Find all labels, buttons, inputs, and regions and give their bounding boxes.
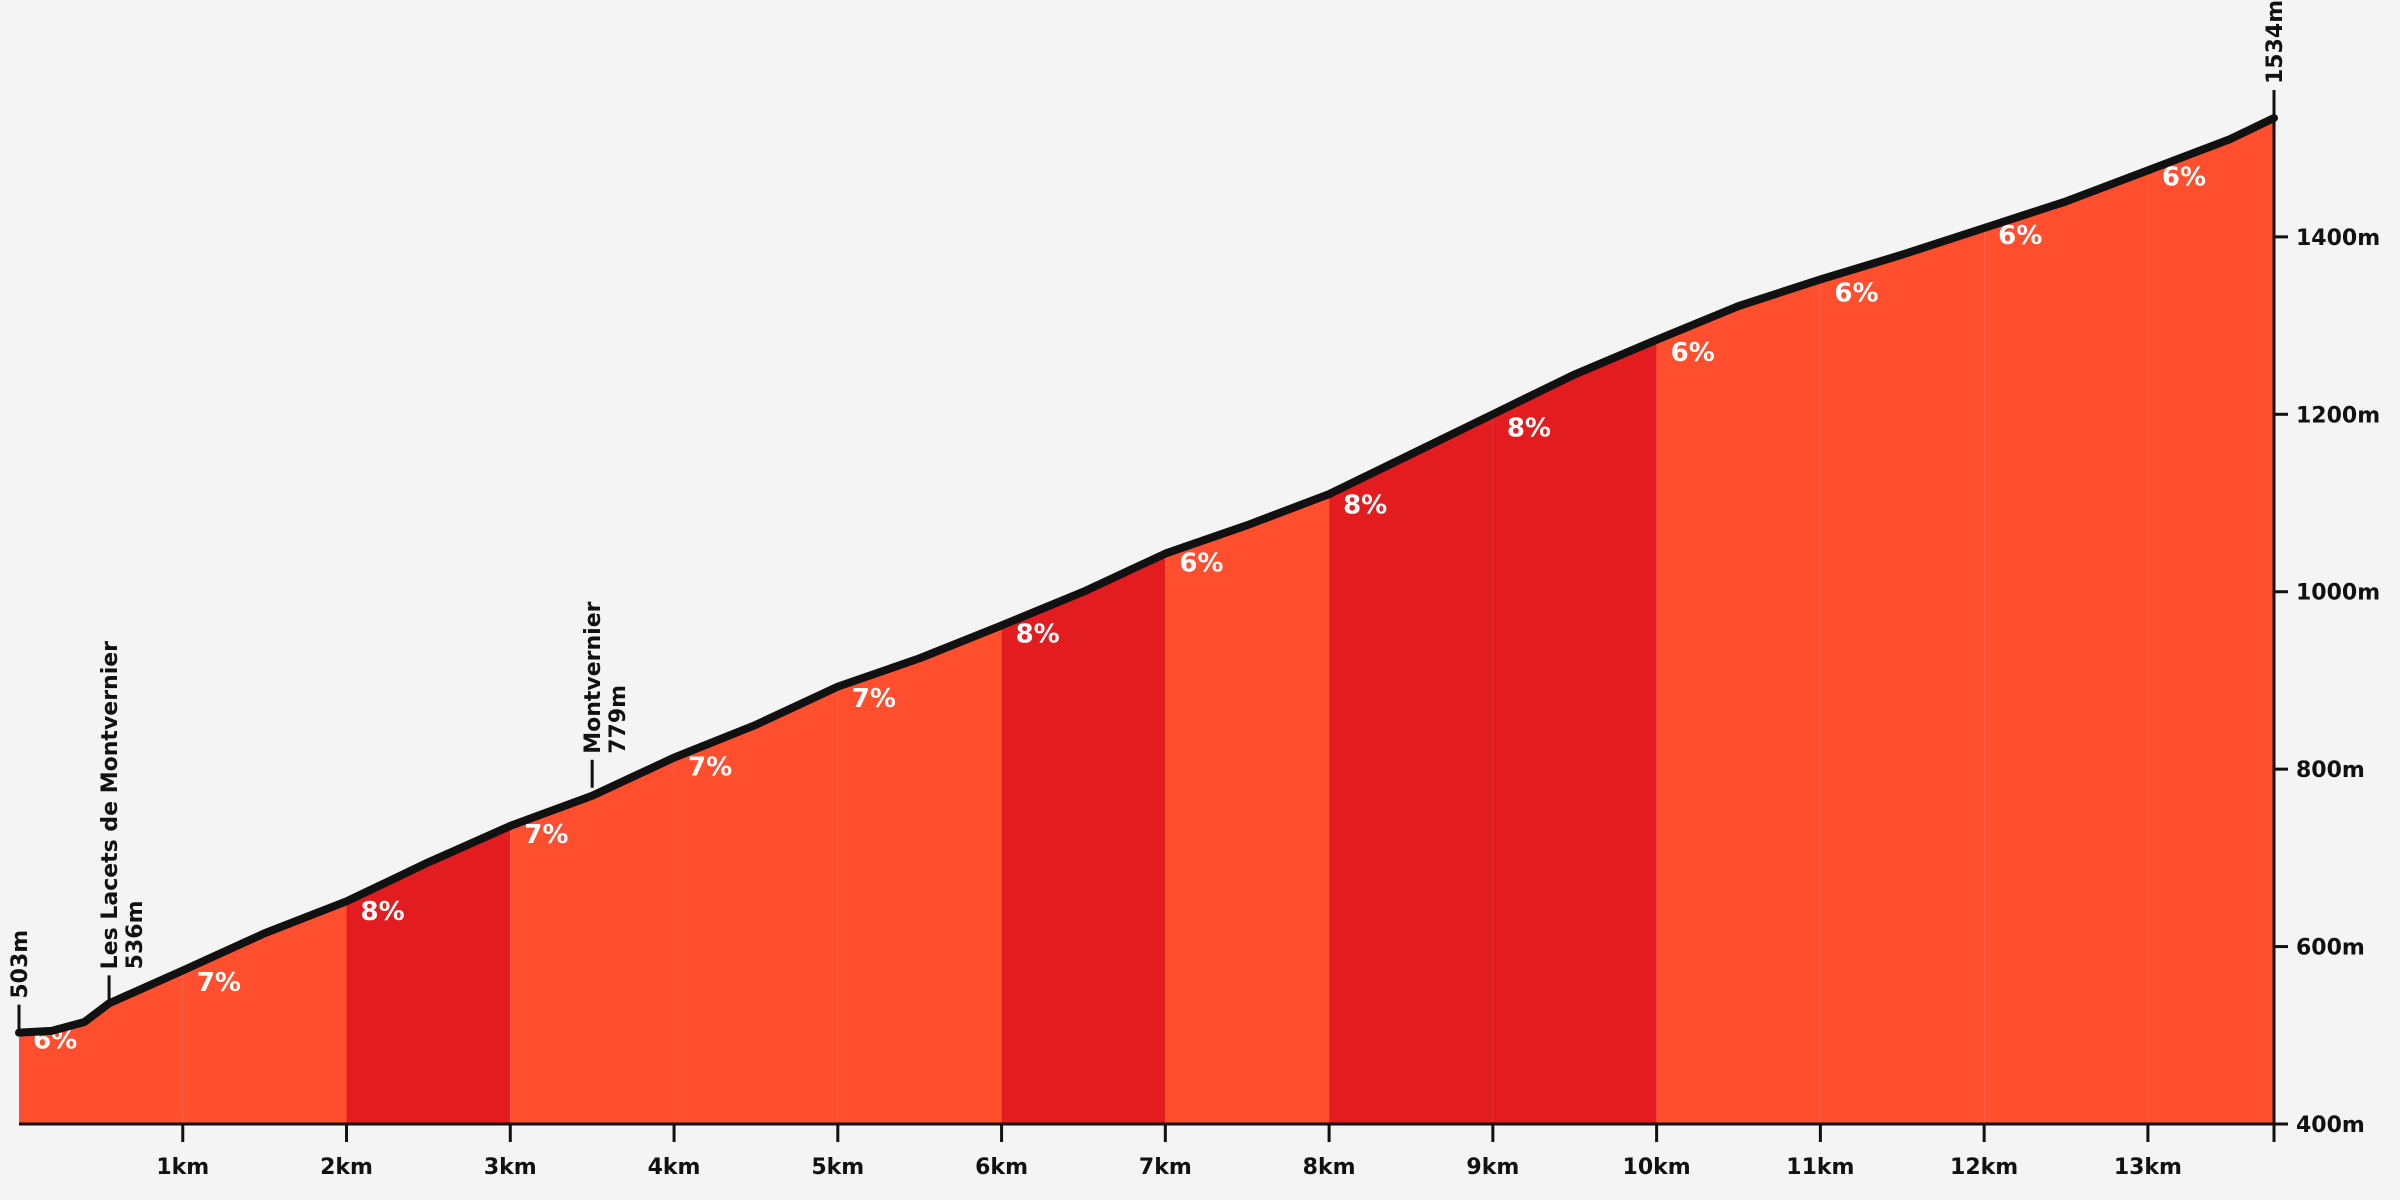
waypoint-annotations: 503m Les Lacets de Montvernier 536m Montver…: [8, 0, 2288, 1033]
gradient-segment: [346, 825, 511, 1124]
x-tick-label: 10km: [1623, 1155, 1691, 1180]
gradient-label: 7%: [688, 752, 732, 782]
waypoint-name-label: 1534m: [2263, 0, 2288, 84]
gradient-segment: [1984, 170, 2148, 1124]
y-axis: 400m 600m 800m 1000m 1200m 1400m: [2272, 118, 2380, 1142]
gradient-segments: [19, 118, 2274, 1125]
gradient-segment: [2147, 118, 2274, 1124]
waypoint-elevation-label: 536m: [123, 900, 148, 969]
gradient-label: 7%: [852, 684, 896, 714]
x-tick-label: 1km: [156, 1155, 209, 1180]
y-tick-label: 1400m: [2296, 226, 2380, 251]
gradient-label: 8%: [1016, 619, 1060, 649]
gradient-label: 8%: [1507, 413, 1551, 443]
gradient-segment: [510, 757, 675, 1124]
gradient-label: 6%: [1834, 279, 1878, 309]
gradient-segment: [1492, 339, 1657, 1124]
x-tick-label: 5km: [811, 1155, 864, 1180]
waypoint-name-label: Les Lacets de Montvernier: [98, 641, 123, 970]
gradient-labels: 6%7%8%7%7%7%8%6%8%8%6%6%6%6%: [33, 162, 2206, 1055]
gradient-label: 6%: [1998, 221, 2042, 251]
waypoint-name-label: Montvernier: [581, 601, 606, 753]
y-tick-label: 800m: [2296, 758, 2365, 783]
gradient-segment: [1329, 414, 1493, 1125]
elevation-profile-line: [15, 114, 2278, 1037]
gradient-segment: [1001, 553, 1166, 1124]
gradient-segment: [1656, 279, 1821, 1124]
gradient-segment: [837, 625, 1002, 1124]
gradient-label: 6%: [2162, 162, 2206, 192]
gradient-label: 8%: [361, 897, 405, 927]
gradient-segment: [1165, 494, 1330, 1124]
y-tick-label: 1200m: [2296, 403, 2380, 428]
gradient-segment: [1820, 228, 1985, 1124]
x-tick-label: 12km: [1950, 1155, 2018, 1180]
gradient-label: 8%: [1343, 491, 1387, 521]
x-tick-label: 9km: [1466, 1155, 1519, 1180]
y-tick-label: 600m: [2296, 936, 2365, 961]
gradient-label: 7%: [524, 820, 568, 850]
x-tick-label: 11km: [1786, 1155, 1854, 1180]
y-tick-label: 400m: [2296, 1113, 2365, 1138]
gradient-segment: [19, 970, 183, 1124]
x-tick-label: 7km: [1139, 1155, 1192, 1180]
x-tick-label: 2km: [320, 1155, 373, 1180]
x-tick-label: 4km: [648, 1155, 701, 1180]
x-tick-label: 13km: [2114, 1155, 2182, 1180]
y-tick-label: 1000m: [2296, 581, 2380, 606]
waypoint-elevation-label: 779m: [606, 685, 631, 754]
gradient-label: 7%: [197, 968, 241, 998]
gradient-segment: [182, 901, 347, 1124]
waypoint-name-label: 503m: [8, 930, 33, 999]
x-tick-label: 8km: [1303, 1155, 1356, 1180]
x-tick-label: 6km: [975, 1155, 1028, 1180]
x-axis: 1km 2km 3km 4km 5km 6km 7km 8km 9km 10km 11km 12km 1…: [19, 1122, 2274, 1180]
x-tick-label: 3km: [484, 1155, 537, 1180]
gradient-segment: [674, 686, 838, 1124]
gradient-label: 6%: [1671, 338, 1715, 368]
gradient-label: 6%: [1179, 548, 1223, 578]
